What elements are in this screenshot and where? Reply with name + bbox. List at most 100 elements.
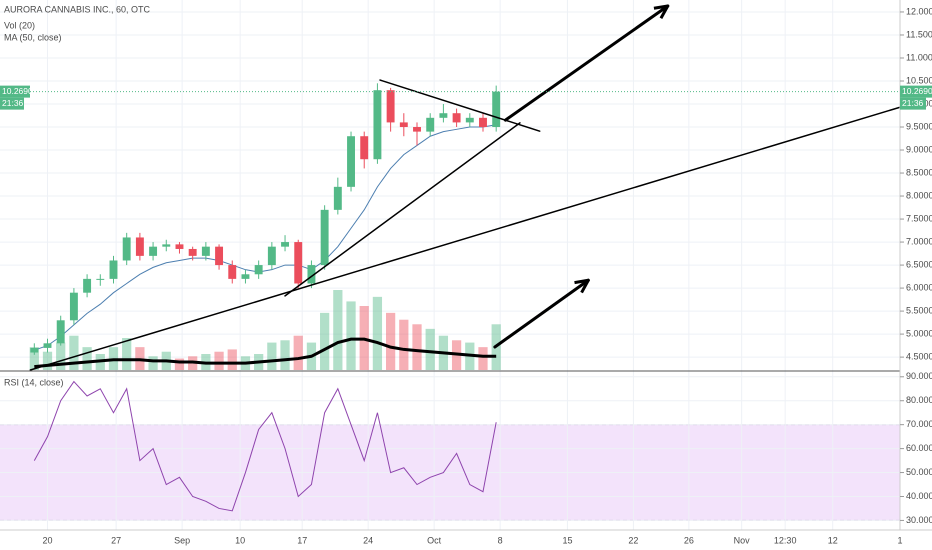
candle-body [69,292,78,321]
last-price-box [0,85,30,98]
volume-bar [148,356,158,370]
candle-body [386,90,395,123]
y-tick-label: 5.0000 [906,328,932,338]
candle-body [162,244,171,247]
y-tick-label: 8.0000 [906,190,932,200]
volume-bar [56,342,66,370]
candle-body [307,265,316,284]
candle-body [465,117,474,123]
last-price-label: 10.2690 [902,86,932,96]
y-tick-label: 40.0000 [906,491,932,501]
x-tick-label: Sep [174,535,190,545]
y-tick-label: 10.5000 [906,75,932,85]
countdown-label: 21:36 [2,98,24,108]
volume-bar [227,349,237,370]
candle-body [149,246,158,256]
x-tick-label: 12:30 [774,535,797,545]
volume-bar [425,328,435,370]
x-tick-label: 8 [498,535,503,545]
candle-body [452,113,461,123]
x-tick-label: 20 [42,535,52,545]
volume-bar [293,335,303,370]
y-tick-label: 8.5000 [906,167,932,177]
candle-body [281,242,290,247]
arrow-head [574,278,590,294]
y-tick-label: 12.0000 [906,6,932,16]
candle-body [360,136,369,160]
candle-body [294,242,303,284]
y-tick-label: 70.0000 [906,419,932,429]
candle-body [320,209,329,266]
volume-bar [333,290,343,370]
x-tick-label: 27 [111,535,121,545]
volume-bar [399,319,409,370]
y-tick-label: 6.0000 [906,282,932,292]
trend-line [284,122,521,297]
y-tick-label: 11.0000 [906,52,932,62]
candle-body [43,343,52,348]
candle-body [188,248,197,256]
y-tick-label: 6.5000 [906,259,932,269]
candle-body [413,127,421,132]
arrow [503,4,670,122]
candle-body [83,278,92,293]
volume-bar [478,347,488,370]
chart-title: AURORA CANNABIS INC., 60, OTC [4,4,151,14]
candle-body [439,113,448,118]
candle-body [373,90,382,160]
x-tick-label: 26 [684,535,694,545]
x-tick-label: 22 [628,535,638,545]
volume-bar [214,351,224,370]
y-tick-label: 4.5000 [906,351,932,361]
y-tick-label: 7.5000 [906,213,932,223]
volume-bar [320,312,330,370]
x-tick-label: 15 [562,535,572,545]
candle-body [228,265,237,279]
candle-body [135,237,144,256]
y-tick-label: 80.0000 [906,395,932,405]
y-tick-label: 11.5000 [906,29,932,39]
candle-body [347,136,355,187]
volume-bar [346,301,356,370]
x-tick-label: Oct [427,535,442,545]
candle-body [399,122,408,128]
candle-body [109,260,118,279]
volume-bar [122,338,132,370]
y-tick-label: 5.5000 [906,305,932,315]
volume-bar [412,324,422,370]
ma-line [34,124,497,351]
candle-body [267,246,276,266]
x-tick-label: 17 [297,535,307,545]
volume-bar [267,342,277,370]
candle-body [492,91,501,128]
last-price-label: 10.2690 [2,86,33,96]
candle-body [175,244,184,249]
arrow [493,278,590,349]
volume-bar [280,340,290,370]
candle-body [479,117,487,128]
countdown-label: 21:36 [902,98,924,108]
candle-body [122,237,131,261]
volume-ma-line [34,337,497,369]
volume-label: Vol (20) [4,20,35,30]
volume-bar [385,312,396,370]
x-tick-label: 1 [897,535,902,545]
y-tick-label: 30.0000 [906,515,932,525]
candle-body [96,278,105,280]
y-tick-label: 90.0000 [906,371,932,381]
candle-body [30,347,39,353]
x-tick-label: 12 [828,535,838,545]
ma-label: MA (50, close) [4,32,62,42]
trend-line [379,79,541,132]
y-tick-label: 9.0000 [906,144,932,154]
volume-bar [372,296,383,370]
rsi-line [33,380,497,512]
candle-body [254,265,263,275]
volume-bar [174,358,185,370]
arrow-head [653,4,670,19]
rsi-label: RSI (14, close) [4,377,64,387]
candle-body [215,246,224,266]
volume-bar [29,347,39,370]
x-tick-label: 24 [363,535,373,545]
